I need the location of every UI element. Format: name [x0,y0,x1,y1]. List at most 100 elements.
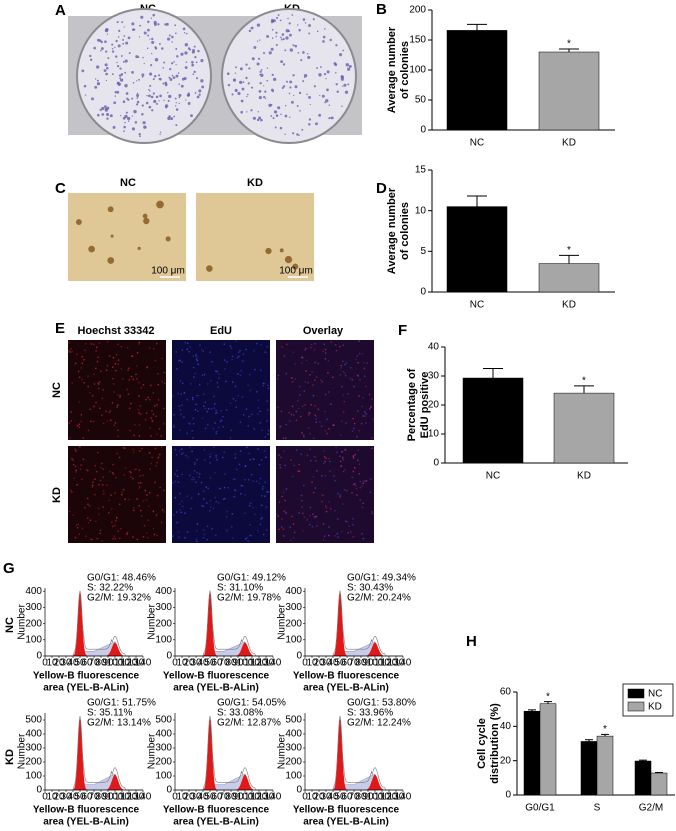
colony [141,104,144,107]
cell [292,380,294,383]
cell [132,448,134,451]
cell [315,421,318,423]
cell [135,365,138,367]
cell [202,393,205,395]
cell [371,398,373,400]
colony [347,67,351,71]
bar [462,377,524,464]
cell [230,347,233,350]
cell [356,436,358,438]
x-tick-label: 0 [172,792,178,803]
cell [314,379,316,381]
cell [258,482,261,484]
colony [185,99,187,101]
colony [171,62,174,65]
cell [90,343,93,345]
cell [75,524,78,526]
cell [121,491,124,494]
cell [348,525,350,528]
cell [195,355,197,357]
x-tick-label: KD [562,300,576,311]
cell [106,340,109,343]
y-axis-label: of colonies [399,41,411,99]
cell [126,388,128,391]
colony [145,101,149,105]
cell [138,435,141,437]
cell [197,493,200,495]
y-tick-label: 100 [155,634,172,645]
x-tick-label: 80 [225,792,237,803]
cell [370,478,372,480]
cell [87,503,89,506]
cell [180,413,182,416]
cell [356,435,358,437]
cell [284,499,286,502]
cycle-stat: S: 33.08% [217,708,263,719]
colony [156,200,164,209]
cell [361,353,363,355]
cell [277,378,279,380]
colony [321,94,325,98]
cell [196,458,198,461]
colony [141,73,145,77]
y-axis-label: Number [17,604,28,640]
cell [235,406,237,408]
bar [539,703,557,796]
colony [339,53,343,57]
colony [148,94,151,98]
colony [177,72,180,74]
y-tick-label: 40 [428,342,440,353]
cell [357,362,359,364]
cell [133,509,135,512]
cell [286,343,288,345]
cell [158,428,161,430]
cell [79,446,81,448]
colony [93,46,96,50]
colony [329,38,332,42]
cell [315,460,317,462]
cell [200,481,203,484]
cell [369,408,371,410]
colony [275,35,277,38]
cell [214,403,216,405]
cell [358,473,361,475]
y-tick-label: 300 [155,743,172,754]
x-tick-label: 20 [53,658,65,669]
cell [245,408,248,410]
cell [101,397,104,400]
cell [179,429,181,431]
colony [260,118,263,122]
cell [285,488,288,490]
colony [149,90,151,92]
y-tick-label: 10 [428,429,440,440]
cell [305,347,307,350]
cell [339,496,341,498]
cell [234,385,237,388]
cell [239,350,241,352]
colony [193,70,196,74]
cell [355,358,358,361]
column-label: Hoechst 33342 [77,325,154,337]
cell [301,506,303,508]
colony [104,40,107,43]
cell [175,351,177,353]
cell [192,398,194,401]
y-tick-label: 100 [285,771,302,782]
cell [117,363,119,366]
colony [284,114,288,118]
cell [207,408,210,410]
cell [74,536,77,539]
cell [103,493,105,495]
colony [282,85,286,88]
x-tick-label: 20 [183,658,195,669]
cell [293,531,296,534]
cell [95,367,97,370]
cell [302,512,304,515]
colony [324,101,327,104]
colony [162,66,165,69]
y-tick-label: 200 [285,618,302,629]
cell [257,448,259,450]
colony [306,52,309,55]
y-tick-label: 500 [155,715,172,726]
cell [339,495,342,497]
